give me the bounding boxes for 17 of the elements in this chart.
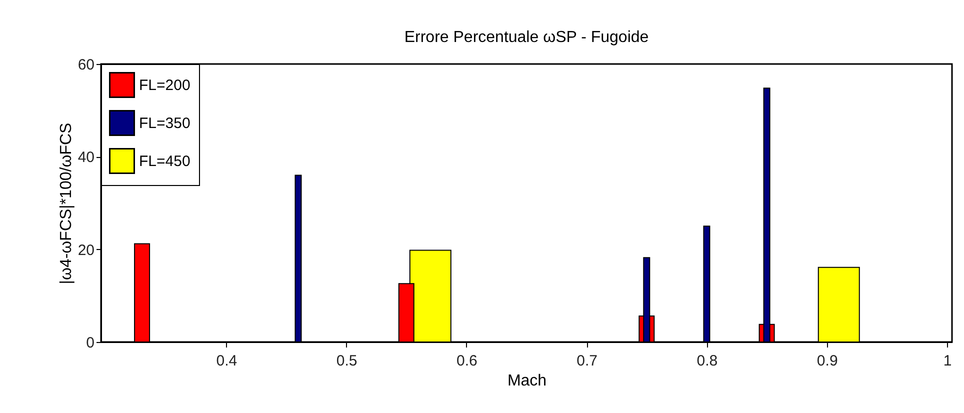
legend-label: FL=350 xyxy=(139,115,190,132)
x-tick-label: 1 xyxy=(943,352,952,370)
x-axis-title: Mach xyxy=(507,372,547,390)
x-tick-label: 0.6 xyxy=(456,352,478,370)
legend-label: FL=200 xyxy=(139,77,190,94)
x-tick-label: 0.8 xyxy=(696,352,718,370)
y-axis-title: |ω4-ωFCS|*100/ωFCS xyxy=(58,122,75,284)
y-tick-label: 20 xyxy=(78,242,94,259)
x-tick-label: 0.9 xyxy=(816,352,838,370)
x-tick-label: 0.5 xyxy=(336,352,358,370)
chart-title: Errore Percentuale ωSP - Fugoide xyxy=(404,29,649,46)
x-tick-label: 0.4 xyxy=(216,352,238,370)
y-tick-label: 40 xyxy=(78,149,94,166)
y-tick-label: 60 xyxy=(78,56,94,74)
x-tick-label: 0.7 xyxy=(576,352,598,370)
y-tick-label: 0 xyxy=(86,334,94,352)
legend-label: FL=450 xyxy=(139,153,190,170)
